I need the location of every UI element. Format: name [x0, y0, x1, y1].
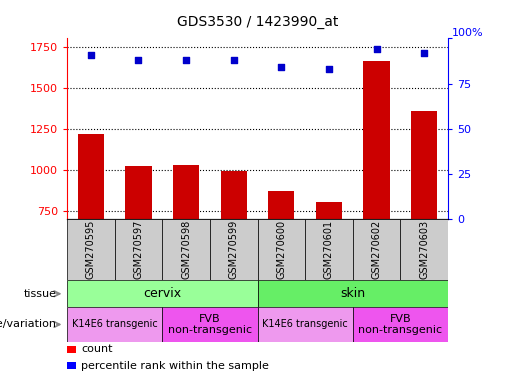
- Bar: [67, 280, 258, 307]
- Text: K14E6 transgenic: K14E6 transgenic: [72, 319, 158, 329]
- Text: GSM270597: GSM270597: [133, 220, 143, 279]
- Text: FVB
non-transgenic: FVB non-transgenic: [358, 314, 442, 335]
- Point: [230, 57, 238, 63]
- Text: GSM270598: GSM270598: [181, 220, 191, 279]
- Point: [87, 51, 95, 58]
- Text: genotype/variation: genotype/variation: [0, 319, 57, 329]
- Bar: [411, 111, 437, 334]
- Bar: [173, 165, 199, 334]
- Point: [134, 57, 143, 63]
- Bar: [258, 280, 448, 307]
- Text: percentile rank within the sample: percentile rank within the sample: [81, 361, 269, 371]
- Bar: [162, 307, 258, 342]
- Bar: [316, 202, 342, 334]
- Bar: [220, 171, 247, 334]
- Bar: [67, 219, 115, 280]
- Bar: [401, 219, 448, 280]
- Text: GSM270599: GSM270599: [229, 220, 238, 279]
- Point: [420, 50, 428, 56]
- Bar: [268, 191, 295, 334]
- Text: GSM270600: GSM270600: [277, 220, 286, 279]
- Text: K14E6 transgenic: K14E6 transgenic: [262, 319, 348, 329]
- Text: cervix: cervix: [143, 287, 181, 300]
- Point: [277, 64, 285, 70]
- Text: GSM270603: GSM270603: [419, 220, 429, 279]
- Bar: [210, 219, 258, 280]
- Bar: [67, 307, 162, 342]
- Text: GSM270602: GSM270602: [372, 220, 382, 279]
- Bar: [258, 219, 305, 280]
- Bar: [305, 219, 353, 280]
- Bar: [162, 219, 210, 280]
- Bar: [125, 166, 151, 334]
- Text: skin: skin: [340, 287, 365, 300]
- Text: GDS3530 / 1423990_at: GDS3530 / 1423990_at: [177, 15, 338, 29]
- Bar: [364, 61, 390, 334]
- Point: [325, 66, 333, 72]
- Text: GSM270595: GSM270595: [86, 220, 96, 279]
- Bar: [353, 219, 401, 280]
- Text: FVB
non-transgenic: FVB non-transgenic: [168, 314, 252, 335]
- Bar: [353, 307, 448, 342]
- Text: 100%: 100%: [452, 28, 484, 38]
- Text: GSM270601: GSM270601: [324, 220, 334, 279]
- Text: count: count: [81, 344, 113, 354]
- Bar: [114, 219, 162, 280]
- Point: [182, 57, 190, 63]
- Text: tissue: tissue: [24, 289, 57, 299]
- Bar: [78, 134, 104, 334]
- Bar: [258, 307, 353, 342]
- Point: [372, 46, 381, 52]
